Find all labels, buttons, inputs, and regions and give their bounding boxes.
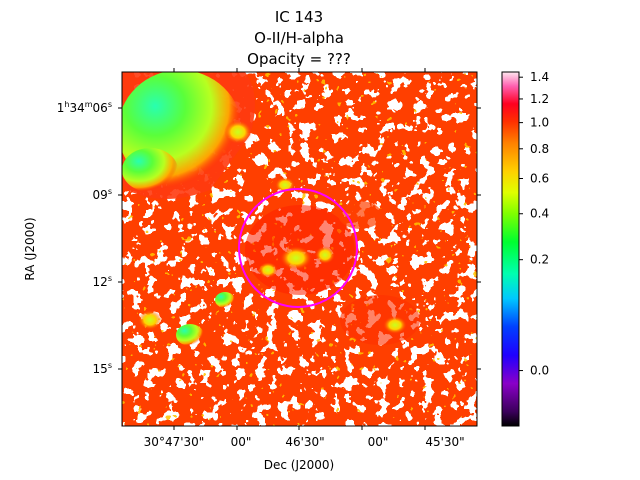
x-tick-label: 00" xyxy=(368,435,389,449)
x-axis-label: Dec (J2000) xyxy=(264,458,334,472)
x-tick-label: 45'30" xyxy=(425,435,464,449)
colorbar-ticks xyxy=(519,76,523,372)
colorbar xyxy=(501,71,520,427)
x-tick-label: 30°47'30" xyxy=(144,435,205,449)
chart-title-line-1: IC 143 xyxy=(275,8,323,26)
y-tick-label: 15s xyxy=(93,361,112,376)
y-tick-label: 12s xyxy=(93,274,112,289)
y-tick-label: 09s xyxy=(93,187,112,202)
chart-title-line-3: Opacity = ??? xyxy=(247,50,351,68)
x-tick-label: 00" xyxy=(231,435,252,449)
chart-title-line-2: O-II/H-alpha xyxy=(254,29,344,47)
x-tick-label: 46'30" xyxy=(285,435,324,449)
colorbar-tick-label: 0.0 xyxy=(530,364,549,378)
y-axis-label: RA (J2000) xyxy=(23,217,37,280)
colorbar-tick-label: 0.6 xyxy=(530,172,549,186)
colorbar-tick-label: 0.2 xyxy=(530,253,549,267)
heatmap-image xyxy=(122,72,477,426)
colorbar-tick-label: 0.4 xyxy=(530,207,549,221)
colorbar-tick-label: 0.8 xyxy=(530,142,549,156)
y-axis xyxy=(118,107,481,370)
aperture-circle xyxy=(238,188,358,308)
colorbar-tick-label: 1.4 xyxy=(530,70,549,84)
colorbar-tick-label: 1.2 xyxy=(530,92,549,106)
y-tick-label: 1h34m06s xyxy=(57,100,112,115)
colorbar-tick-label: 1.0 xyxy=(530,116,549,130)
x-axis xyxy=(173,68,426,430)
